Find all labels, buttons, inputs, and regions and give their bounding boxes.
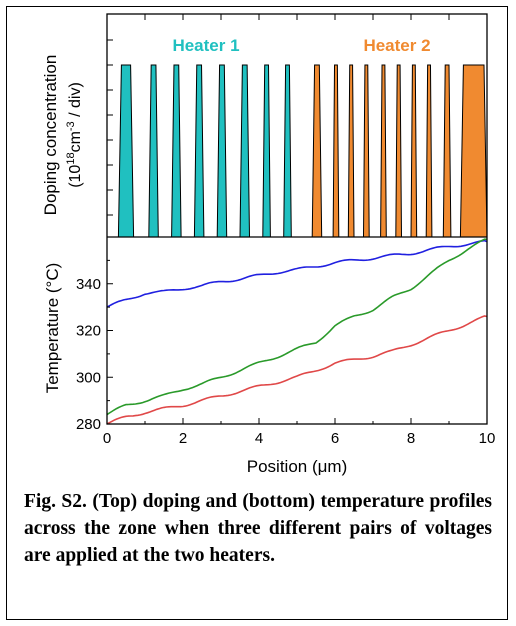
plot-border (106, 13, 488, 425)
doping-bar-heater-2 (425, 64, 433, 238)
doping-bar-heater-1 (216, 64, 228, 238)
x-tick-label: 0 (103, 430, 111, 447)
doping-bar-heater-2 (442, 64, 452, 238)
doping-bar-heater-2 (395, 64, 403, 238)
doping-ylabel-line2: (1018cm-3 / div) (65, 82, 84, 188)
doping-bar-heater-2 (347, 64, 355, 238)
temperature-axes: 0 2 4 6 8 10 280 300 320 340 (76, 236, 496, 447)
doping-bar-heater-2 (332, 64, 340, 238)
doping-bar-heater-2 (380, 64, 387, 238)
temperature-series-2 (106, 238, 488, 416)
temperature-ylabel: Temperature (°C) (43, 263, 62, 394)
doping-bars (117, 64, 488, 238)
x-tick-label: 6 (331, 430, 339, 447)
doping-ylabel-units: (1018cm-3 / div) (65, 82, 84, 188)
doping-ylabel-line1: Doping concentration (41, 55, 60, 216)
temperature-panel: 0 2 4 6 8 10 280 300 320 340 Temperature (°C) Pos… (43, 236, 496, 476)
figure-frame (6, 6, 508, 620)
figure-svg: Heater 1 Heater 2 Doping concentration (… (41, 13, 496, 476)
temperature-series-3 (106, 315, 488, 425)
y-tick-label: 320 (76, 323, 101, 340)
doping-bar-heater-1 (117, 64, 135, 238)
y-tick-label: 280 (76, 416, 101, 433)
y-tick-label: 340 (76, 276, 101, 293)
figure-caption: Fig. S2. (Top) doping and (bottom) tempe… (24, 491, 492, 566)
heater-1-label: Heater 1 (172, 36, 239, 55)
doping-bar-heater-2 (362, 64, 370, 238)
doping-bar-heater-2 (311, 64, 323, 238)
doping-bar-heater-2 (459, 64, 488, 238)
doping-bar-heater-1 (262, 64, 271, 238)
doping-bar-heater-1 (283, 64, 292, 238)
heater-2-label: Heater 2 (363, 36, 430, 55)
x-tick-label: 8 (407, 430, 415, 447)
x-tick-label: 4 (255, 430, 263, 447)
position-xlabel: Position (μm) (247, 457, 347, 476)
x-tick-label: 10 (479, 430, 496, 447)
temperature-ylabel-text: Temperature (°C) (43, 263, 62, 394)
doping-bar-heater-1 (239, 64, 251, 238)
x-tick-label: 2 (179, 430, 187, 447)
temperature-lines (106, 238, 488, 425)
y-tick-label: 300 (76, 369, 101, 386)
doping-ylabel: Doping concentration (41, 55, 60, 216)
doping-bar-heater-1 (193, 64, 205, 238)
doping-bar-heater-1 (171, 64, 182, 238)
doping-panel: Heater 1 Heater 2 Doping concentration (… (41, 14, 488, 238)
doping-bar-heater-2 (410, 64, 418, 238)
doping-bar-heater-1 (148, 64, 159, 238)
temperature-series-1 (106, 239, 488, 308)
